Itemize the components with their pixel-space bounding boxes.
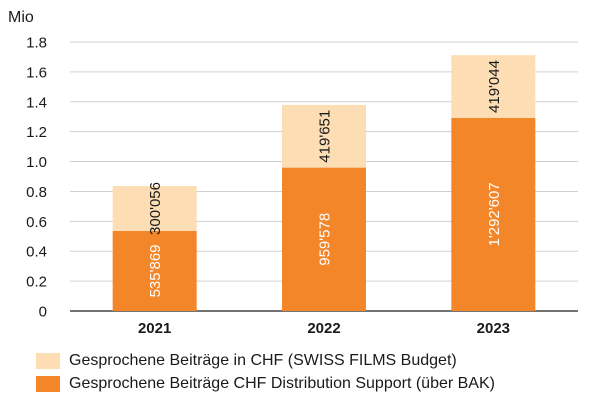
y-tick-label: 0.4 xyxy=(26,244,47,261)
chart-legend: Gesprochene Beiträge in CHF (SWISS FILMS… xyxy=(36,350,495,396)
bar-value-label-2023-s0: 1'292'607 xyxy=(486,182,503,246)
y-tick-label: 1.0 xyxy=(26,154,47,171)
legend-swatch-distribution-support xyxy=(36,376,60,392)
bar-segment-2022-s0 xyxy=(282,167,366,311)
bar-segment-2023-s1 xyxy=(451,55,536,118)
x-tick-label-2022: 2022 xyxy=(307,320,340,337)
y-tick-label: 1.6 xyxy=(26,64,47,81)
y-tick-label: 0.6 xyxy=(26,214,47,231)
bar-value-label-2022-s0: 959'578 xyxy=(317,213,334,266)
y-tick-label: 0.8 xyxy=(26,184,47,201)
y-axis-unit-label: Mio xyxy=(8,9,34,26)
legend-item-distribution-support: Gesprochene Beiträge CHF Distribution Su… xyxy=(36,373,495,395)
x-tick-label-2023: 2023 xyxy=(477,320,510,337)
bar-segment-2021-s0 xyxy=(112,230,197,311)
bar-value-label-2022-s1: 419'651 xyxy=(317,110,334,163)
y-tick-label: 1.8 xyxy=(26,35,47,52)
bar-value-label-2021-s0: 535'869 xyxy=(147,244,164,297)
bar-segment-2022-s1 xyxy=(282,104,366,168)
legend-label-distribution-support: Gesprochene Beiträge CHF Distribution Su… xyxy=(69,375,495,392)
y-tick-label: 0 xyxy=(39,304,47,321)
bar-segment-2023-s0 xyxy=(451,117,536,312)
y-tick-label: 1.2 xyxy=(26,124,47,141)
bar-value-label-2021-s1: 300'056 xyxy=(147,182,164,235)
y-tick-label: 0.2 xyxy=(26,274,47,291)
legend-label-swiss-films-budget: Gesprochene Beiträge in CHF (SWISS FILMS… xyxy=(69,352,457,369)
bar-value-label-2023-s1: 419'044 xyxy=(486,60,503,113)
stacked-bar-chart: Mio 0 0.2 0.4 0.6 0.8 1.0 1.2 1.4 1.6 1.8 535'869 30… xyxy=(8,9,578,337)
y-tick-label: 1.4 xyxy=(26,94,47,111)
legend-swatch-swiss-films-budget xyxy=(36,353,60,369)
bar-segment-2021-s1 xyxy=(112,186,197,231)
legend-item-swiss-films-budget: Gesprochene Beiträge in CHF (SWISS FILMS… xyxy=(36,350,495,372)
x-tick-label-2021: 2021 xyxy=(138,320,171,337)
